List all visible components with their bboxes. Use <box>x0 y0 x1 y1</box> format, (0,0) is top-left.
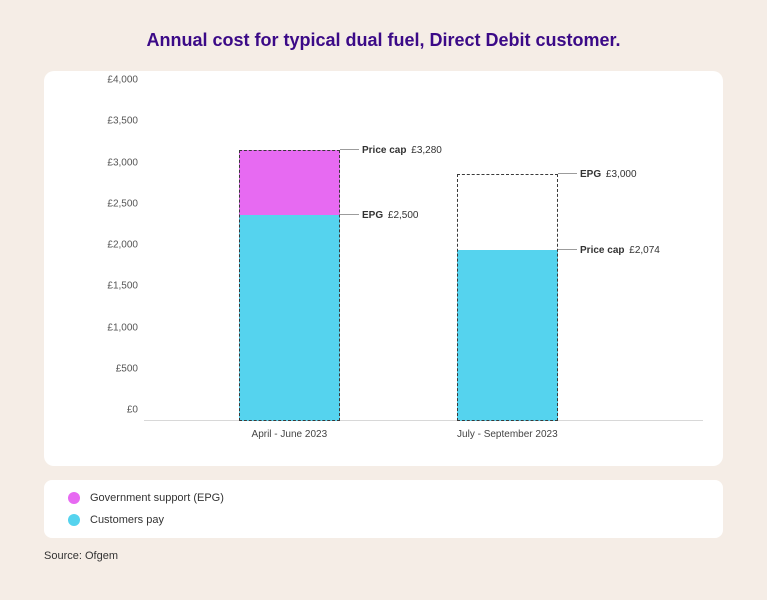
callout-line <box>340 149 360 150</box>
y-tick-label: £3,500 <box>107 116 138 127</box>
callout-label: Price cap £3,280 <box>362 145 442 156</box>
bar-group <box>239 91 340 421</box>
bar-segment-customers-pay <box>239 215 340 421</box>
bar-group <box>457 91 558 421</box>
callout-label: EPG £3,000 <box>580 169 637 180</box>
callout-line <box>558 249 578 250</box>
plot-area: £0£500£1,000£1,500£2,000£2,500£3,000£3,5… <box>144 91 703 421</box>
legend-item-customers-pay: Customers pay <box>68 514 699 526</box>
chart-title: Annual cost for typical dual fuel, Direc… <box>0 0 767 71</box>
x-category-label: July - September 2023 <box>457 429 558 440</box>
y-tick-label: £0 <box>127 405 138 416</box>
y-tick-label: £2,500 <box>107 198 138 209</box>
source-text: Source: Ofgem <box>44 550 723 562</box>
legend-label: Customers pay <box>90 514 164 526</box>
legend-label: Government support (EPG) <box>90 492 224 504</box>
legend: Government support (EPG) Customers pay <box>44 480 723 538</box>
callout-line <box>558 173 578 174</box>
callout-label: Price cap £2,074 <box>580 245 660 256</box>
chart-card: £0 £500 £1,000 £1,500 £2,000 £2,500 £3,000 £3,5… <box>44 71 723 466</box>
x-category-label: April - June 2023 <box>252 429 328 440</box>
y-tick-label: £4,000 <box>107 75 138 86</box>
y-tick-label: £1,500 <box>107 281 138 292</box>
y-tick-label: £500 <box>116 363 138 374</box>
y-tick-label: £2,000 <box>107 240 138 251</box>
legend-swatch <box>68 492 80 504</box>
callout-label: EPG £2,500 <box>362 210 419 221</box>
y-tick-label: £1,000 <box>107 322 138 333</box>
x-axis-baseline <box>144 420 703 421</box>
bar-segment-customers-pay <box>457 250 558 421</box>
legend-swatch <box>68 514 80 526</box>
callout-line <box>340 214 360 215</box>
legend-item-gov-support: Government support (EPG) <box>68 492 699 504</box>
y-tick-label: £3,000 <box>107 157 138 168</box>
bar-segment-gov-support <box>239 150 340 214</box>
